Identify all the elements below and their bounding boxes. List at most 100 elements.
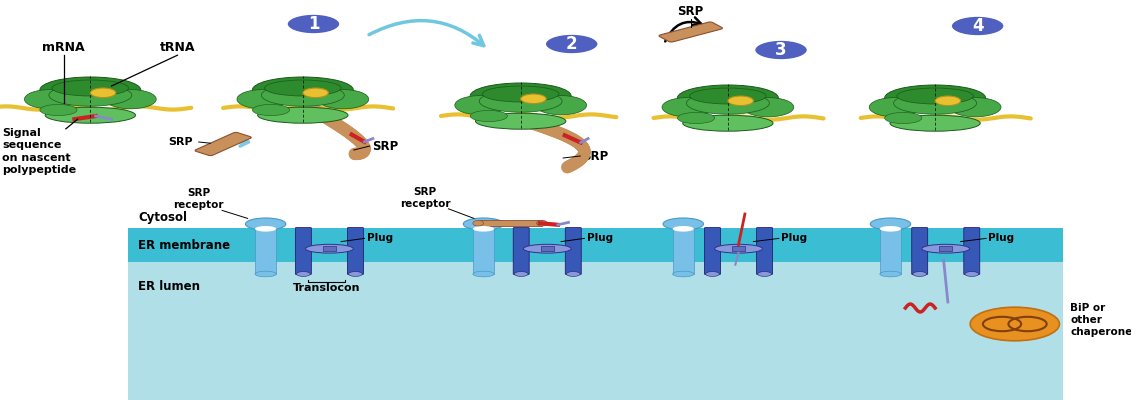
Text: ER membrane: ER membrane <box>138 238 231 252</box>
Ellipse shape <box>683 115 774 131</box>
Ellipse shape <box>922 244 969 253</box>
Bar <box>128 228 1063 262</box>
Ellipse shape <box>254 271 276 277</box>
Ellipse shape <box>52 80 129 96</box>
Bar <box>673 227 694 274</box>
Circle shape <box>90 88 115 98</box>
Text: Cytosol: Cytosol <box>138 212 187 224</box>
Text: Plug: Plug <box>988 234 1015 243</box>
Ellipse shape <box>252 104 290 116</box>
FancyBboxPatch shape <box>566 228 581 274</box>
Ellipse shape <box>663 218 703 230</box>
Ellipse shape <box>677 85 778 111</box>
Text: Plug: Plug <box>782 234 808 243</box>
Ellipse shape <box>105 90 156 109</box>
Ellipse shape <box>890 115 981 131</box>
Bar <box>128 262 1063 400</box>
Text: 3: 3 <box>775 41 787 59</box>
Bar <box>732 246 745 251</box>
Ellipse shape <box>473 226 494 232</box>
Ellipse shape <box>49 84 132 106</box>
Ellipse shape <box>673 271 694 277</box>
Ellipse shape <box>884 112 922 124</box>
Text: 2: 2 <box>566 35 578 53</box>
FancyBboxPatch shape <box>964 228 979 274</box>
Circle shape <box>970 307 1060 341</box>
Ellipse shape <box>965 272 978 276</box>
Ellipse shape <box>480 90 562 112</box>
Ellipse shape <box>870 98 921 117</box>
Ellipse shape <box>673 226 694 232</box>
Ellipse shape <box>515 272 528 276</box>
Ellipse shape <box>473 271 494 277</box>
Ellipse shape <box>245 218 286 230</box>
Ellipse shape <box>296 272 310 276</box>
Ellipse shape <box>524 244 571 253</box>
FancyBboxPatch shape <box>195 132 251 156</box>
FancyBboxPatch shape <box>757 228 772 274</box>
Ellipse shape <box>261 84 344 106</box>
Ellipse shape <box>715 244 762 253</box>
FancyBboxPatch shape <box>513 228 529 274</box>
Ellipse shape <box>687 92 769 114</box>
FancyBboxPatch shape <box>347 228 363 274</box>
Circle shape <box>754 40 808 60</box>
Ellipse shape <box>258 107 348 123</box>
Ellipse shape <box>913 272 926 276</box>
Text: SRP: SRP <box>169 137 193 147</box>
Text: Translocon: Translocon <box>293 283 360 293</box>
Circle shape <box>545 34 598 54</box>
Circle shape <box>287 14 340 34</box>
Ellipse shape <box>758 272 771 276</box>
Ellipse shape <box>40 104 77 116</box>
Text: SRP
receptor: SRP receptor <box>173 188 224 210</box>
Ellipse shape <box>950 98 1001 117</box>
Ellipse shape <box>318 90 369 109</box>
Text: SRP: SRP <box>372 140 398 152</box>
Text: tRNA: tRNA <box>159 41 196 54</box>
Ellipse shape <box>470 83 571 109</box>
Ellipse shape <box>706 272 719 276</box>
FancyBboxPatch shape <box>295 228 311 274</box>
Ellipse shape <box>254 226 276 232</box>
Ellipse shape <box>880 271 901 277</box>
Ellipse shape <box>25 90 76 109</box>
Bar <box>478 220 542 226</box>
Text: SRP
receptor: SRP receptor <box>399 187 450 209</box>
Text: Plug: Plug <box>366 234 392 243</box>
Ellipse shape <box>677 112 715 124</box>
Ellipse shape <box>470 110 508 122</box>
Ellipse shape <box>45 107 136 123</box>
Ellipse shape <box>662 98 713 117</box>
Circle shape <box>303 88 328 98</box>
Ellipse shape <box>536 220 547 226</box>
Bar <box>940 246 952 251</box>
Ellipse shape <box>238 90 288 109</box>
Ellipse shape <box>743 98 794 117</box>
Ellipse shape <box>455 96 506 115</box>
Circle shape <box>951 16 1004 36</box>
Text: 4: 4 <box>972 17 984 35</box>
Ellipse shape <box>893 92 976 114</box>
Text: 1: 1 <box>308 15 319 33</box>
Ellipse shape <box>884 85 985 111</box>
FancyBboxPatch shape <box>659 22 723 42</box>
Circle shape <box>520 94 546 104</box>
Circle shape <box>935 96 960 106</box>
Ellipse shape <box>473 220 483 226</box>
Ellipse shape <box>690 88 766 104</box>
Ellipse shape <box>475 113 566 129</box>
Ellipse shape <box>483 86 559 102</box>
Text: BiP or
other
chaperone: BiP or other chaperone <box>1070 302 1131 338</box>
FancyBboxPatch shape <box>705 228 720 274</box>
Bar <box>473 227 494 274</box>
Text: SRP: SRP <box>582 150 608 162</box>
Ellipse shape <box>880 226 901 232</box>
Ellipse shape <box>40 77 140 103</box>
Text: mRNA: mRNA <box>43 41 85 54</box>
Ellipse shape <box>305 244 353 253</box>
Ellipse shape <box>536 96 587 115</box>
Bar <box>541 246 553 251</box>
Text: Plug: Plug <box>587 234 613 243</box>
Text: ER lumen: ER lumen <box>138 280 200 292</box>
